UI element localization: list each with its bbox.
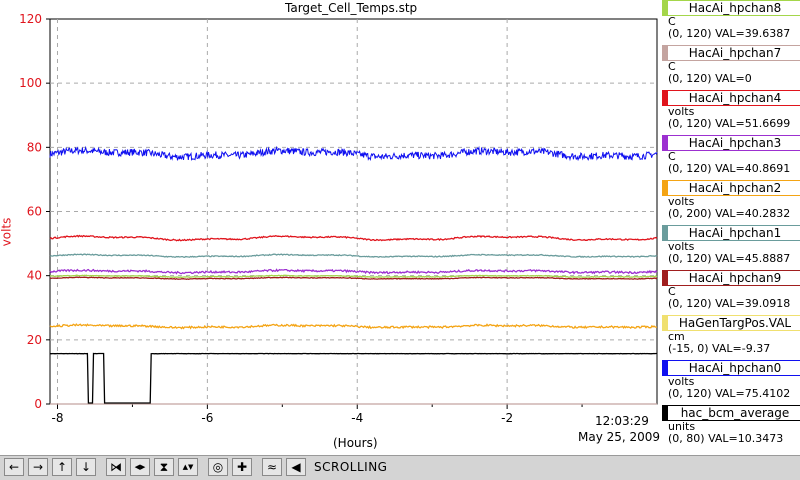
y-tick-label: 80: [27, 140, 42, 154]
current-date: May 25, 2009: [578, 430, 661, 444]
legend-name: HacAi_hpchan1: [662, 225, 800, 241]
legend-unit: C: [668, 285, 676, 298]
series-line-HacAi_hpchan2: [49, 323, 657, 330]
legend-range-value: (-15, 0) VAL=-9.37: [668, 342, 771, 355]
y-tick-label: 60: [27, 205, 42, 219]
x-tick-label: -6: [201, 411, 213, 425]
chart-title: Target_Cell_Temps.stp: [285, 1, 418, 15]
scroll-mode-button[interactable]: ≈: [262, 458, 282, 476]
series-line-HacAi_hpchan1: [49, 253, 658, 259]
y-tick-label: 120: [19, 12, 42, 26]
scroll-down-button[interactable]: ↓: [76, 458, 96, 476]
legend-range-value: (0, 120) VAL=51.6699: [668, 117, 791, 130]
legend-name: HacAi_hpchan8: [662, 0, 800, 16]
series-line-HacAi_hpchan8: [49, 274, 658, 279]
y-axis-label: volts: [0, 217, 14, 247]
scroll-up-button[interactable]: ↑: [52, 458, 72, 476]
toolbar: ← → ↑ ↓ ⧒ ◀▶ ⧗ ▲▼ ◎ ✚ ≈ ◀ SCROLLING: [0, 455, 800, 480]
mode-label: SCROLLING: [314, 460, 388, 474]
legend-range-value: (0, 120) VAL=39.0918: [668, 297, 791, 310]
legend-item[interactable]: HacAi_hpchan8 C (0, 120) VAL=39.6387: [660, 0, 800, 45]
legend-name: HacAi_hpchan3: [662, 135, 800, 151]
zoom-in-y-button[interactable]: ⧗: [154, 458, 174, 476]
add-button[interactable]: ✚: [232, 458, 252, 476]
x-tick-label: -2: [501, 411, 513, 425]
legend-name: HacAi_hpchan0: [662, 360, 800, 376]
legend-item[interactable]: HacAi_hpchan2 volts (0, 200) VAL=40.2832: [660, 179, 800, 225]
legend-name: HacAi_hpchan7: [662, 45, 800, 61]
y-tick-label: 0: [34, 397, 42, 411]
legend-range-value: (0, 120) VAL=40.8691: [668, 162, 791, 175]
legend-unit: C: [668, 150, 676, 163]
scroll-left-button[interactable]: ←: [4, 458, 24, 476]
legend-unit: cm: [668, 330, 685, 343]
legend-name: hac_bcm_average: [662, 405, 800, 421]
legend-name: HacAi_hpchan9: [662, 270, 800, 286]
y-tick-label: 40: [27, 269, 42, 283]
legend-unit: C: [668, 60, 676, 73]
legend-item[interactable]: hac_bcm_average units (0, 80) VAL=10.3473: [660, 404, 800, 450]
legend-unit: C: [668, 15, 676, 28]
legend-unit: volts: [668, 240, 695, 253]
legend-item[interactable]: HacAi_hpchan9 C (0, 120) VAL=39.0918: [660, 269, 800, 315]
legend-range-value: (0, 120) VAL=39.6387: [668, 27, 791, 40]
scroll-right-button[interactable]: →: [28, 458, 48, 476]
legend-range-value: (0, 200) VAL=40.2832: [668, 207, 791, 220]
y-tick-label: 20: [27, 333, 42, 347]
x-axis: -8 -6 -4 -2: [52, 404, 583, 425]
x-tick-label: -8: [52, 411, 64, 425]
back-button[interactable]: ◀: [286, 458, 306, 476]
legend-item[interactable]: HacAi_hpchan0 volts (0, 120) VAL=75.4102: [660, 359, 800, 405]
legend-item[interactable]: HacAi_hpchan3 C (0, 120) VAL=40.8691: [660, 134, 800, 180]
legend-item[interactable]: HaGenTargPos.VAL cm (-15, 0) VAL=-9.37: [660, 314, 800, 360]
legend-unit: volts: [668, 375, 695, 388]
legend-name: HaGenTargPos.VAL: [662, 315, 800, 331]
series-line-HacAi_hpchan4: [49, 234, 658, 242]
zoom-out-x-button[interactable]: ◀▶: [130, 458, 150, 476]
legend-unit: units: [668, 420, 696, 433]
series-line-HacAi_hpchan0: [49, 145, 658, 162]
legend-item[interactable]: HacAi_hpchan7 C (0, 120) VAL=0: [660, 44, 800, 90]
zoom-out-y-button[interactable]: ▲▼: [178, 458, 198, 476]
legend-name: HacAi_hpchan4: [662, 90, 800, 106]
x-axis-label: (Hours): [333, 436, 378, 450]
legend-unit: volts: [668, 195, 695, 208]
x-tick-label: -4: [351, 411, 363, 425]
current-time: 12:03:29: [595, 414, 649, 428]
legend-range-value: (0, 80) VAL=10.3473: [668, 432, 784, 445]
strip-chart[interactable]: 0 20 40 60 80 100 120 -8 -6 -4 -2: [0, 0, 800, 455]
y-axis: 0 20 40 60 80 100 120: [19, 12, 50, 411]
legend-range-value: (0, 120) VAL=45.8887: [668, 252, 791, 265]
series-group: [49, 145, 658, 405]
legend-unit: volts: [668, 105, 695, 118]
y-tick-label: 100: [19, 76, 42, 90]
series-line-hac_bcm_average: [49, 352, 657, 404]
series-line-HacAi_hpchan3: [49, 268, 658, 275]
legend-item[interactable]: HacAi_hpchan4 volts (0, 120) VAL=51.6699: [660, 89, 800, 135]
legend-range-value: (0, 120) VAL=75.4102: [668, 387, 791, 400]
autoscale-button[interactable]: ◎: [208, 458, 228, 476]
legend: HacAi_hpchan8 C (0, 120) VAL=39.6387 HacAi_…: [660, 0, 800, 453]
zoom-in-x-button[interactable]: ⧒: [106, 458, 126, 476]
series-line-HacAi_hpchan9: [49, 276, 658, 281]
legend-item[interactable]: HacAi_hpchan1 volts (0, 120) VAL=45.8887: [660, 224, 800, 270]
legend-range-value: (0, 120) VAL=0: [668, 72, 752, 85]
legend-name: HacAi_hpchan2: [662, 180, 800, 196]
